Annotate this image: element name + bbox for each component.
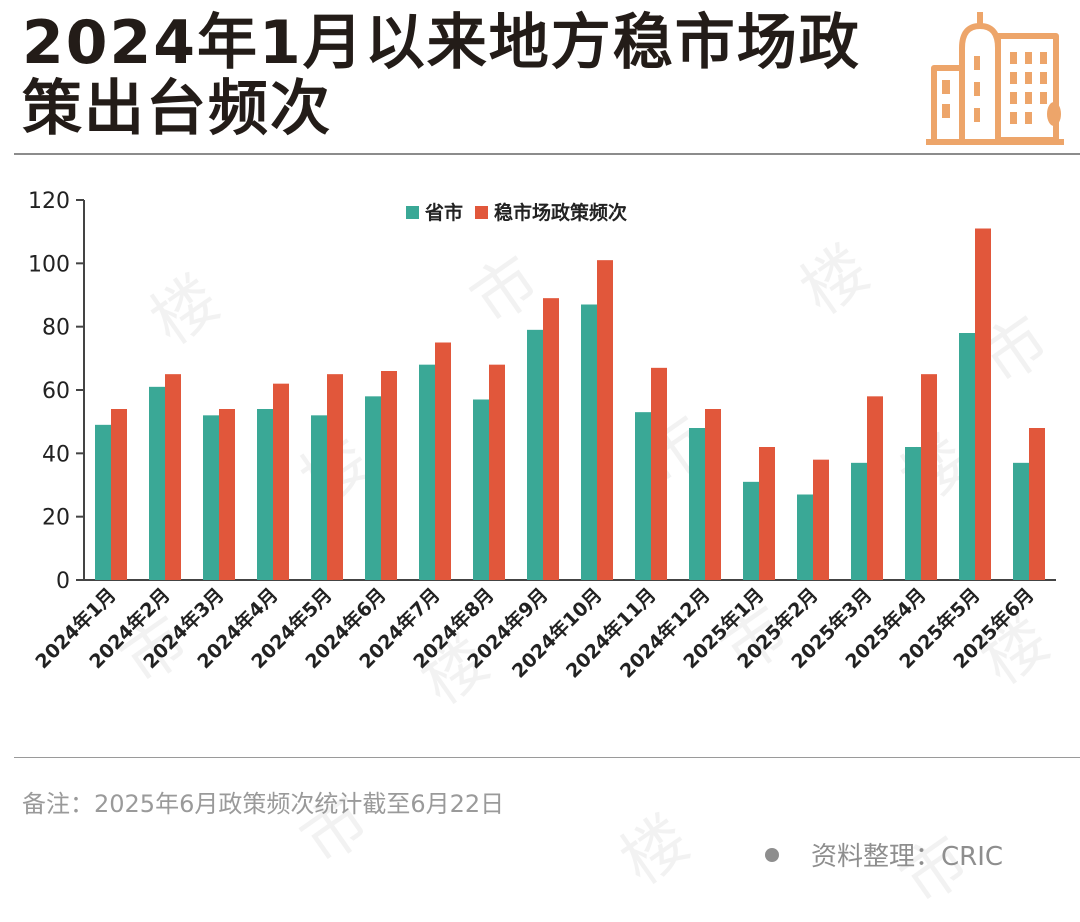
bar-province-city bbox=[365, 396, 381, 580]
bar-province-city bbox=[203, 415, 219, 580]
bar-province-city bbox=[95, 424, 111, 580]
bar-province-city bbox=[635, 412, 651, 580]
bar-province-city bbox=[581, 304, 597, 580]
footnote: 备注：2025年6月政策频次统计截至6月22日 bbox=[22, 790, 505, 818]
bar-province-city bbox=[149, 386, 165, 580]
legend-label: 稳市场政策频次 bbox=[494, 201, 627, 224]
bar-policy-count bbox=[651, 367, 667, 580]
title-line-2: 策出台频次 bbox=[22, 74, 332, 144]
bar-policy-count bbox=[1029, 428, 1045, 580]
bar-policy-count bbox=[759, 447, 775, 580]
bar-province-city bbox=[689, 428, 705, 580]
bar-policy-count bbox=[435, 342, 451, 580]
y-tick-label: 40 bbox=[42, 442, 70, 467]
bar-policy-count bbox=[381, 371, 397, 580]
bar-policy-count bbox=[489, 364, 505, 580]
bar-province-city bbox=[1013, 462, 1029, 580]
bar-policy-count bbox=[705, 409, 721, 580]
bar-policy-count bbox=[273, 383, 289, 580]
bar-policy-count bbox=[327, 374, 343, 580]
y-tick-label: 0 bbox=[56, 569, 70, 594]
city-buildings-icon bbox=[926, 12, 1064, 145]
bar-province-city bbox=[905, 447, 921, 580]
bar-province-city bbox=[527, 329, 543, 580]
y-tick-label: 60 bbox=[42, 379, 70, 404]
bar-policy-count bbox=[111, 409, 127, 580]
bar-policy-count bbox=[975, 228, 991, 580]
bar-policy-count bbox=[921, 374, 937, 580]
bar-policy-count bbox=[219, 409, 235, 580]
bar-policy-count bbox=[867, 396, 883, 580]
source-text: 资料整理：CRIC bbox=[811, 842, 1004, 872]
bar-policy-count bbox=[165, 374, 181, 580]
bar-province-city bbox=[743, 481, 759, 580]
footer-divider bbox=[14, 757, 1080, 758]
y-tick-label: 100 bbox=[28, 252, 70, 277]
bar-province-city bbox=[959, 333, 975, 580]
bar-province-city bbox=[419, 364, 435, 580]
bar-province-city bbox=[311, 415, 327, 580]
source-credit: 资料整理：CRIC bbox=[765, 836, 1003, 873]
legend-label: 省市 bbox=[424, 201, 463, 224]
bar-policy-count bbox=[597, 260, 613, 580]
bar-province-city bbox=[257, 409, 273, 580]
legend-swatch bbox=[475, 206, 488, 219]
bar-chart: 0204060801001202024年1月2024年2月2024年3月2024… bbox=[28, 189, 1056, 682]
bar-policy-count bbox=[543, 298, 559, 580]
y-tick-label: 120 bbox=[28, 189, 70, 214]
watermark-glyph: 楼 bbox=[608, 802, 703, 900]
y-tick-label: 80 bbox=[42, 316, 70, 341]
legend-swatch bbox=[406, 206, 419, 219]
bar-policy-count bbox=[813, 459, 829, 580]
y-tick-label: 20 bbox=[42, 506, 70, 531]
bar-province-city bbox=[797, 494, 813, 580]
bullet-dot-icon bbox=[765, 847, 779, 862]
title-line-1: 2024年1月以来地方稳市场政 bbox=[22, 8, 861, 78]
title-divider bbox=[14, 153, 1080, 155]
bar-province-city bbox=[851, 462, 867, 580]
bar-province-city bbox=[473, 399, 489, 580]
page-title: 2024年1月以来地方稳市场政 策出台频次 bbox=[22, 10, 922, 142]
